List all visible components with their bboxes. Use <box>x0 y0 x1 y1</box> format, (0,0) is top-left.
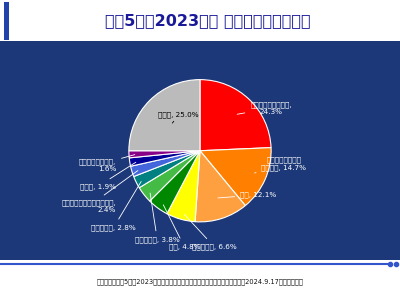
Wedge shape <box>129 151 200 166</box>
Text: 悪性新生物〈腫瘍〉,
24.3%: 悪性新生物〈腫瘍〉, 24.3% <box>237 101 292 115</box>
Text: その他, 25.0%: その他, 25.0% <box>158 112 199 123</box>
Wedge shape <box>129 151 200 158</box>
Text: 不慮の事故, 2.8%: 不慮の事故, 2.8% <box>91 182 141 231</box>
Wedge shape <box>130 151 200 176</box>
FancyBboxPatch shape <box>0 260 400 300</box>
Wedge shape <box>129 80 200 151</box>
Text: 令和5年（2023年） 主な死因の構成割合: 令和5年（2023年） 主な死因の構成割合 <box>105 14 311 28</box>
Text: 脳血管疾患, 6.6%: 脳血管疾患, 6.6% <box>184 214 237 250</box>
Wedge shape <box>200 80 271 151</box>
Wedge shape <box>200 148 271 206</box>
FancyBboxPatch shape <box>4 2 9 40</box>
Text: 老衰, 12.1%: 老衰, 12.1% <box>218 191 276 198</box>
Wedge shape <box>167 151 200 222</box>
Text: 腎不全, 1.9%: 腎不全, 1.9% <box>80 162 136 190</box>
Text: 誤嚥性肺炎, 3.8%: 誤嚥性肺炎, 3.8% <box>135 193 180 243</box>
Text: アルツハイマー病,
1.6%: アルツハイマー病, 1.6% <box>79 154 135 172</box>
Wedge shape <box>139 151 200 201</box>
Text: 肺炎, 4.8%: 肺炎, 4.8% <box>163 205 200 250</box>
FancyBboxPatch shape <box>0 0 400 40</box>
Text: 心疾患（高血圧性
を除く）, 14.7%: 心疾患（高血圧性 を除く）, 14.7% <box>255 156 306 173</box>
Wedge shape <box>150 151 200 214</box>
Wedge shape <box>195 151 245 222</box>
Text: （出典：「令和5年（2023年）人口動態統計（確定数）の概況」厚生労働省　2024.9.17　より作図）: （出典：「令和5年（2023年）人口動態統計（確定数）の概況」厚生労働省 202… <box>96 279 304 285</box>
Wedge shape <box>134 151 200 188</box>
Text: 新型コロナウイルス感染症,
2.4%: 新型コロナウイルス感染症, 2.4% <box>61 171 138 213</box>
